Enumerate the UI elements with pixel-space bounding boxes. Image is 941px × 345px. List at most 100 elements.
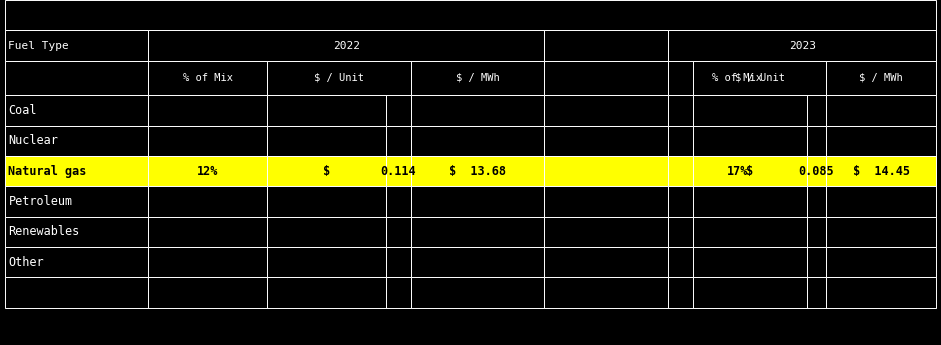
Text: $ / Unit: $ / Unit — [735, 73, 785, 83]
Bar — [544, 217, 668, 247]
Bar — [267, 126, 386, 156]
Bar — [267, 247, 386, 277]
Text: Fuel Type: Fuel Type — [8, 41, 70, 50]
Bar — [267, 95, 386, 126]
Bar — [386, 95, 410, 126]
Bar — [5, 61, 149, 95]
Bar — [149, 126, 267, 156]
Text: $ / MWh: $ / MWh — [859, 73, 903, 83]
Text: 0.114: 0.114 — [380, 165, 416, 178]
Bar — [386, 247, 410, 277]
Bar — [5, 186, 149, 217]
Bar — [826, 247, 936, 277]
Bar — [386, 126, 410, 156]
Bar — [806, 186, 826, 217]
Bar — [267, 156, 386, 186]
Bar — [410, 247, 544, 277]
Bar — [267, 186, 386, 217]
Text: $: $ — [746, 165, 753, 178]
Bar — [5, 156, 149, 186]
Text: % of Mix: % of Mix — [712, 73, 762, 83]
Bar — [386, 156, 410, 186]
Bar — [5, 30, 149, 61]
Bar — [386, 277, 410, 308]
Bar — [668, 95, 806, 126]
Bar — [826, 95, 936, 126]
Bar — [410, 95, 544, 126]
Bar — [544, 95, 668, 126]
Bar — [544, 277, 668, 308]
Bar — [267, 217, 386, 247]
Bar — [5, 95, 149, 126]
Bar — [668, 156, 806, 186]
Bar — [806, 156, 826, 186]
Bar — [693, 95, 806, 126]
Bar — [149, 277, 267, 308]
Bar — [5, 126, 149, 156]
Bar — [149, 217, 267, 247]
Bar — [5, 247, 149, 277]
Bar — [5, 0, 936, 30]
Bar — [826, 277, 936, 308]
Bar — [826, 61, 936, 95]
Bar — [149, 186, 267, 217]
Bar — [5, 277, 149, 308]
Text: Nuclear: Nuclear — [8, 134, 58, 147]
Text: Coal: Coal — [8, 104, 37, 117]
Bar — [544, 126, 668, 156]
Bar — [149, 30, 544, 61]
Text: $: $ — [323, 165, 330, 178]
Text: Natural gas: Natural gas — [8, 165, 87, 178]
Bar — [544, 247, 668, 277]
Bar — [693, 61, 826, 95]
Text: Other: Other — [8, 256, 44, 269]
Bar — [410, 156, 544, 186]
Bar — [693, 247, 806, 277]
Bar — [693, 217, 806, 247]
Bar — [149, 95, 267, 126]
Bar — [149, 61, 267, 95]
Text: $ / Unit: $ / Unit — [314, 73, 364, 83]
Bar — [668, 217, 806, 247]
Bar — [668, 126, 806, 156]
Bar — [544, 61, 668, 95]
Bar — [410, 126, 544, 156]
Bar — [806, 126, 826, 156]
Bar — [544, 30, 668, 61]
Bar — [5, 217, 149, 247]
Bar — [668, 247, 806, 277]
Bar — [826, 156, 936, 186]
Text: $ / MWh: $ / MWh — [455, 73, 500, 83]
Text: $  13.68: $ 13.68 — [449, 165, 506, 178]
Bar — [668, 186, 806, 217]
Bar — [410, 217, 544, 247]
Bar — [806, 277, 826, 308]
Text: 2022: 2022 — [333, 41, 359, 50]
Bar — [410, 277, 544, 308]
Bar — [806, 217, 826, 247]
Bar — [149, 156, 267, 186]
Bar — [410, 61, 544, 95]
Bar — [267, 61, 410, 95]
Bar — [386, 186, 410, 217]
Text: Renewables: Renewables — [8, 225, 80, 238]
Text: 12%: 12% — [197, 165, 218, 178]
Bar — [410, 186, 544, 217]
Bar — [544, 186, 668, 217]
Bar — [826, 126, 936, 156]
Bar — [149, 247, 267, 277]
Bar — [806, 95, 826, 126]
Bar — [668, 61, 806, 95]
Bar — [826, 186, 936, 217]
Bar — [386, 217, 410, 247]
Text: Petroleum: Petroleum — [8, 195, 72, 208]
Text: % of Mix: % of Mix — [183, 73, 232, 83]
Bar — [693, 277, 806, 308]
Text: 2023: 2023 — [789, 41, 816, 50]
Text: $  14.45: $ 14.45 — [853, 165, 910, 178]
Text: 0.085: 0.085 — [799, 165, 835, 178]
Bar — [668, 30, 936, 61]
Bar — [806, 247, 826, 277]
Bar — [693, 186, 806, 217]
Bar — [693, 156, 806, 186]
